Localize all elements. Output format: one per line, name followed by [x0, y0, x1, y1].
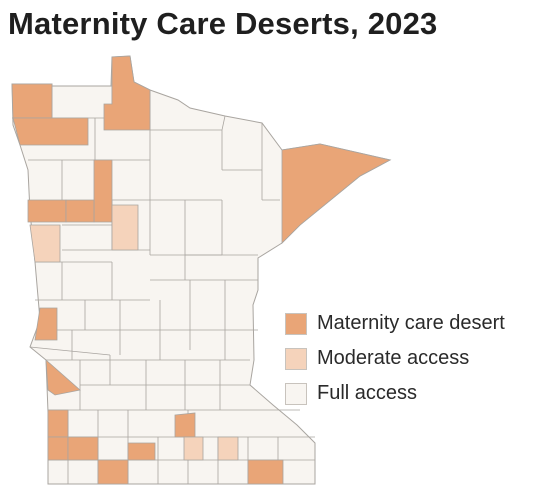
county-kittson [11, 83, 53, 119]
county-cook-lake [281, 143, 392, 244]
legend-label-full: Full access [317, 382, 418, 404]
county-clay [29, 224, 61, 263]
county-faribault [97, 459, 129, 485]
county-marshall [12, 117, 89, 146]
map-title: Maternity Care Deserts, 2023 [8, 6, 438, 41]
county-blue-earth [183, 436, 204, 461]
county-wadena [111, 204, 139, 251]
county-traverse [34, 307, 58, 341]
county-sibley [174, 412, 196, 438]
county-fillmore [247, 459, 284, 485]
county-murray [67, 436, 99, 461]
legend: Maternity care desert Moderate access Fu… [285, 306, 505, 411]
county-norman [27, 199, 67, 223]
legend-label-moderate: Moderate access [317, 347, 470, 369]
moderate-counties [29, 204, 239, 461]
county-rock [47, 436, 69, 461]
county-mahnomen [65, 199, 95, 223]
county-clearwater [93, 159, 113, 223]
county-pipestone [47, 409, 69, 438]
desert-counties [11, 55, 392, 485]
county-lac-qui-parle [45, 359, 81, 396]
legend-label-desert: Maternity care desert [317, 312, 505, 334]
legend-item-desert: Maternity care desert [285, 306, 505, 341]
legend-swatch-full [285, 382, 307, 405]
county-dodge [217, 436, 239, 461]
legend-item-moderate: Moderate access [285, 341, 505, 376]
legend-swatch-desert [285, 312, 307, 335]
county-cottonwood [127, 442, 156, 461]
county-roseau-lake-of-woods [103, 55, 151, 131]
legend-item-full: Full access [285, 376, 505, 411]
legend-swatch-moderate [285, 347, 307, 370]
